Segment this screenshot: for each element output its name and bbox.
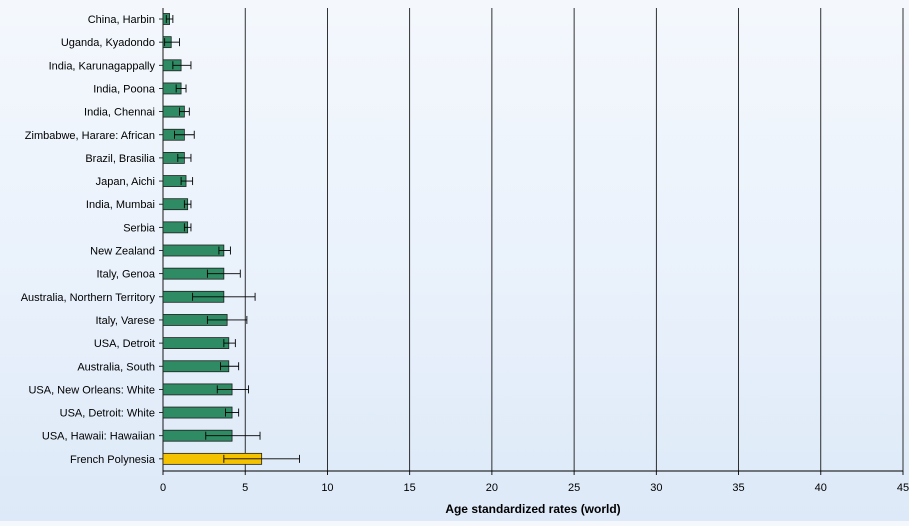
category-label: USA, Hawaii: Hawaiian xyxy=(42,431,155,443)
category-label: New Zealand xyxy=(90,246,155,258)
category-label: Australia, South xyxy=(77,361,155,373)
category-label: China, Harbin xyxy=(88,14,155,26)
x-tick-label: 10 xyxy=(321,482,333,494)
category-label: India, Poona xyxy=(93,83,156,95)
x-tick-label: 40 xyxy=(815,482,827,494)
category-label: Australia, Northern Territory xyxy=(21,292,156,304)
category-label: USA, Detroit: White xyxy=(60,408,155,420)
x-tick-label: 30 xyxy=(650,482,662,494)
category-label: Brazil, Brasilia xyxy=(85,153,156,165)
bar xyxy=(162,406,233,419)
category-label: Italy, Varese xyxy=(95,315,155,327)
category-label: USA, New Orleans: White xyxy=(28,384,155,396)
category-label: Italy, Genoa xyxy=(97,269,156,281)
bar xyxy=(162,244,225,257)
x-tick-label: 35 xyxy=(732,482,744,494)
category-label: USA, Detroit xyxy=(94,338,155,350)
category-label: Japan, Aichi xyxy=(96,176,155,188)
x-tick-label: 20 xyxy=(486,482,498,494)
x-tick-label: 5 xyxy=(242,482,248,494)
x-tick-label: 45 xyxy=(897,482,909,494)
category-label: India, Chennai xyxy=(84,107,155,119)
bar xyxy=(162,360,230,373)
category-label: India, Mumbai xyxy=(86,199,155,211)
category-label: Zimbabwe, Harare: African xyxy=(25,130,155,142)
x-tick-label: 0 xyxy=(160,482,166,494)
bar xyxy=(162,337,230,350)
category-label: Uganda, Kyadondo xyxy=(61,37,155,49)
x-tick-label: 15 xyxy=(404,482,416,494)
x-tick-label: 25 xyxy=(568,482,580,494)
category-label: India, Karunagappally xyxy=(49,60,156,72)
category-label: French Polynesia xyxy=(70,454,156,466)
x-axis-title: Age standardized rates (world) xyxy=(445,502,620,516)
category-label: Serbia xyxy=(123,222,156,234)
